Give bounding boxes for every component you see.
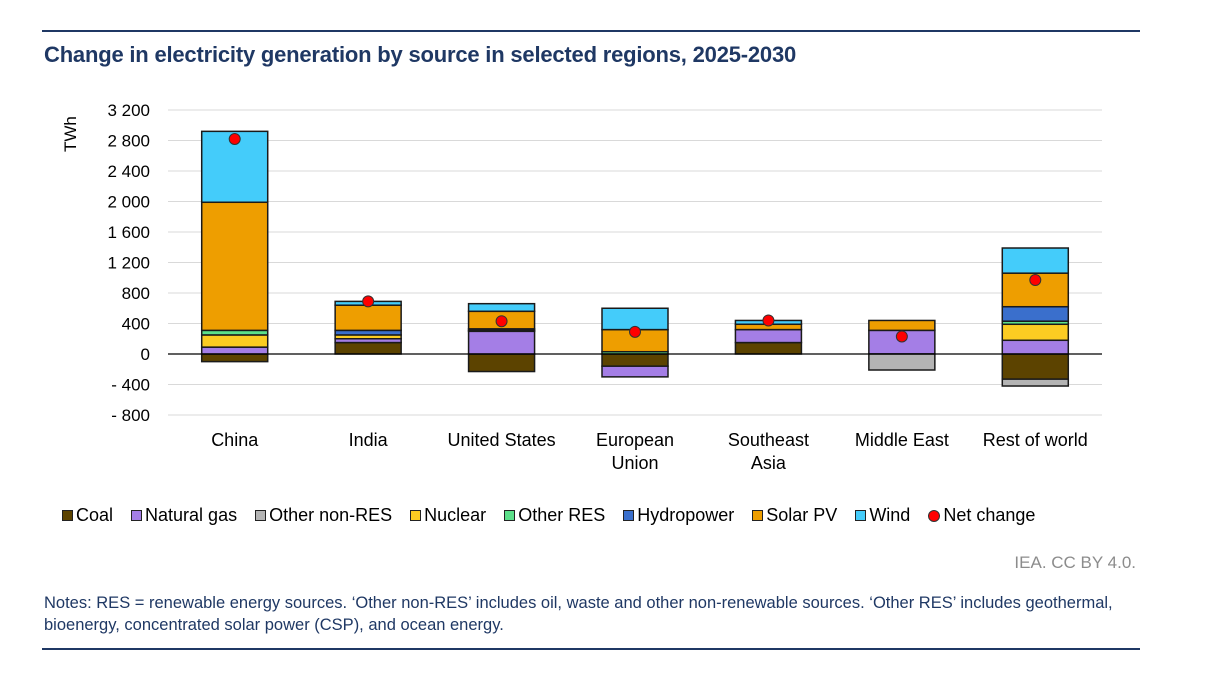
bar-segment-natural-gas bbox=[1001, 339, 1070, 355]
y-tick-label: - 800 bbox=[111, 406, 150, 425]
bar-segment-coal bbox=[334, 341, 402, 355]
legend-swatch bbox=[255, 510, 267, 521]
legend-swatch bbox=[62, 510, 73, 521]
bar-segment-coal bbox=[601, 353, 669, 367]
bar-segment-solar-pv bbox=[334, 304, 402, 332]
y-tick-label: 2 000 bbox=[107, 193, 150, 212]
x-tick-label: United States bbox=[448, 430, 556, 450]
bar-segment-coal bbox=[1001, 353, 1070, 380]
y-tick-label: 2 800 bbox=[107, 132, 150, 151]
legend-label: Hydropower bbox=[637, 505, 735, 525]
legend-item-coal: Coal bbox=[62, 505, 113, 526]
legend-item-net-change: Net change bbox=[928, 505, 1035, 526]
legend-item-natural-gas: Natural gas bbox=[131, 505, 237, 526]
legend-label: Coal bbox=[76, 505, 114, 525]
bar-segment-solar-pv bbox=[868, 319, 936, 332]
bar-segment-natural-gas bbox=[601, 365, 669, 378]
x-tick-label: Middle East bbox=[855, 430, 949, 450]
x-tick-label: India bbox=[349, 430, 389, 450]
legend-item-wind: Wind bbox=[855, 505, 910, 526]
legend-swatch bbox=[752, 510, 764, 521]
legend-label: Other RES bbox=[518, 505, 606, 525]
legend-label: Other non-RES bbox=[269, 505, 393, 525]
bar-segment-coal bbox=[734, 341, 803, 355]
source-credit: IEA. CC BY 4.0. bbox=[1014, 553, 1136, 572]
top-rule bbox=[42, 30, 1140, 32]
y-tick-label: 3 200 bbox=[107, 101, 150, 120]
y-tick-label: 0 bbox=[141, 345, 150, 364]
net-change-marker bbox=[762, 314, 775, 327]
x-tick-label: China bbox=[211, 430, 259, 450]
net-change-marker bbox=[495, 315, 508, 328]
bar-segment-nuclear bbox=[200, 334, 269, 348]
x-tick-label: Asia bbox=[751, 453, 787, 473]
chart-notes: Notes: RES = renewable energy sources. ‘… bbox=[44, 594, 1113, 634]
legend-label: Natural gas bbox=[145, 505, 238, 525]
chart-plot: 3 200 2 800 2 400 2 000 1 600 1 200 800 400 0 - 4… bbox=[61, 101, 1102, 473]
legend-item-other-res: Other RES bbox=[504, 505, 605, 526]
chart-legend: Coal Natural gas Other non-RES Nuclear Other… bbox=[62, 505, 1053, 526]
bar-segment-other-non-res bbox=[868, 353, 936, 371]
legend-swatch bbox=[131, 510, 143, 521]
y-tick-label: 1 200 bbox=[107, 254, 150, 273]
legend-dot bbox=[928, 509, 941, 522]
bar-segment-other-non-res bbox=[1001, 378, 1070, 387]
y-tick-label: 1 600 bbox=[107, 223, 150, 242]
x-tick-label: Rest of world bbox=[983, 430, 1088, 450]
bar-segment-nuclear bbox=[1001, 323, 1070, 342]
bar-segment-coal bbox=[467, 353, 536, 373]
net-change-marker bbox=[895, 330, 908, 343]
bar-segment-natural-gas bbox=[200, 346, 269, 355]
bar-segment-wind bbox=[1001, 247, 1070, 274]
legend-label: Solar PV bbox=[766, 505, 838, 525]
legend-swatch bbox=[623, 510, 635, 521]
legend-label: Nuclear bbox=[424, 505, 487, 525]
bar-segment-coal bbox=[200, 353, 269, 363]
bar-segment-wind bbox=[467, 302, 536, 313]
y-axis-label: TWh bbox=[61, 116, 80, 152]
net-change-marker bbox=[228, 132, 241, 145]
legend-item-other-non-res: Other non-RES bbox=[255, 505, 392, 526]
net-change-marker bbox=[1029, 274, 1042, 287]
chart-title: Change in electricity generation by sour… bbox=[44, 42, 797, 67]
bar-segment-solar-pv bbox=[200, 201, 269, 332]
legend-label: Wind bbox=[869, 505, 911, 525]
legend-label: Net change bbox=[943, 505, 1036, 525]
legend-swatch bbox=[410, 510, 422, 521]
y-tick-label: - 400 bbox=[111, 376, 150, 395]
bar-segment-natural-gas bbox=[734, 328, 803, 344]
net-change-marker bbox=[629, 325, 641, 338]
x-tick-label: Union bbox=[611, 453, 658, 473]
legend-swatch bbox=[504, 510, 516, 521]
x-tick-label: Southeast bbox=[728, 430, 809, 450]
legend-item-nuclear: Nuclear bbox=[410, 505, 486, 526]
legend-item-solar-pv: Solar PV bbox=[752, 505, 837, 526]
legend-item-hydropower: Hydropower bbox=[623, 505, 734, 526]
net-change-marker bbox=[362, 295, 375, 308]
x-tick-label: European bbox=[596, 430, 674, 450]
legend-swatch bbox=[855, 510, 867, 521]
y-tick-label: 2 400 bbox=[107, 162, 150, 181]
y-tick-label: 400 bbox=[122, 315, 150, 334]
bar-segment-natural-gas bbox=[467, 330, 536, 355]
y-tick-label: 800 bbox=[122, 284, 150, 303]
bottom-rule bbox=[42, 648, 1140, 650]
bar-segment-hydropower bbox=[1001, 305, 1070, 322]
